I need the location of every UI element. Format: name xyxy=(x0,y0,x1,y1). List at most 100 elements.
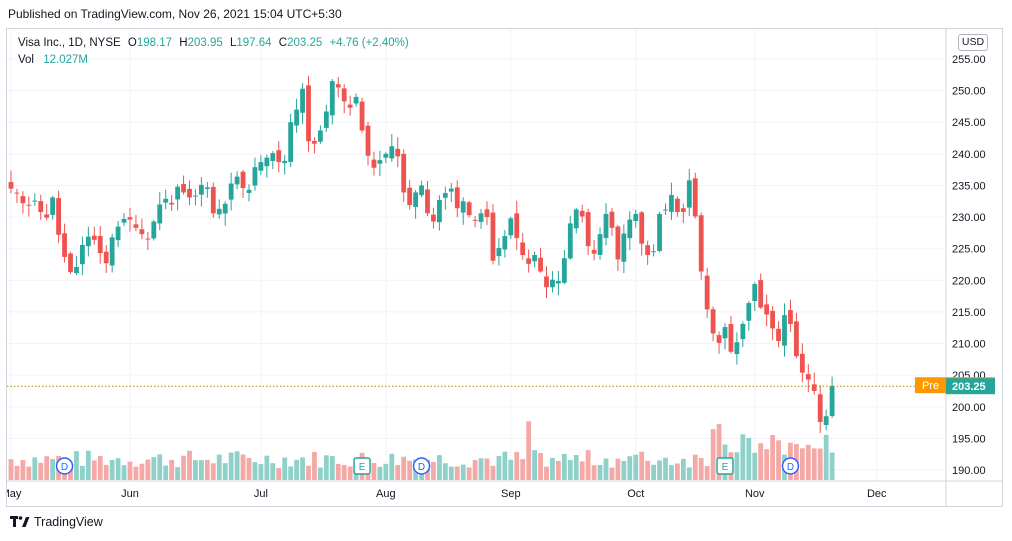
candle-body xyxy=(258,162,264,171)
candle-body xyxy=(157,204,163,224)
candle-body xyxy=(591,249,597,254)
chart-pane[interactable]: 190.00 195.00 200.00 205.00 210.00 215.00 220.… xyxy=(6,28,1003,507)
volume-bar xyxy=(758,443,764,480)
volume-bar xyxy=(448,466,454,480)
volume-bar xyxy=(538,453,543,480)
candle-body xyxy=(508,218,514,236)
volume-bar xyxy=(442,463,448,480)
candle-body xyxy=(97,235,103,254)
volume-bar xyxy=(151,457,157,480)
volume-bar xyxy=(431,461,436,480)
candle-body xyxy=(490,212,496,261)
volume-bar xyxy=(276,467,282,480)
volume-bar xyxy=(490,465,496,480)
candle-body xyxy=(752,284,758,301)
volume-bar xyxy=(97,455,103,480)
candle-body xyxy=(395,148,401,157)
candle-body xyxy=(478,213,484,222)
volume-bar xyxy=(484,458,490,480)
candle-body xyxy=(472,219,478,221)
candle-body xyxy=(615,226,621,260)
volume-label: Vol xyxy=(18,54,34,66)
volume-bar xyxy=(395,465,401,480)
volume-bar xyxy=(216,454,222,480)
volume-bar xyxy=(335,463,341,480)
volume-bar xyxy=(764,449,770,480)
volume-bar xyxy=(371,462,377,480)
close-value: 203.25 xyxy=(287,37,323,49)
candle-body xyxy=(234,176,240,185)
candle-body xyxy=(437,200,442,223)
volume-bar xyxy=(157,454,163,480)
candle-body xyxy=(532,255,537,262)
candle-body xyxy=(103,251,109,264)
candle-body xyxy=(651,251,656,253)
x-tick-label: Jun xyxy=(121,488,139,500)
volume-bar xyxy=(32,457,38,480)
volume-bar xyxy=(377,466,383,480)
candle-body xyxy=(782,315,787,346)
dividend-marker xyxy=(55,457,74,475)
volume-bar xyxy=(776,440,781,480)
candle-body xyxy=(14,192,20,194)
candle-body xyxy=(62,233,67,257)
volume-bar xyxy=(14,465,20,480)
published-timestamp: Published on TradingView.com, Nov 26, 20… xyxy=(8,7,342,21)
candle-body xyxy=(371,159,377,168)
volume-bar xyxy=(288,466,294,480)
volume-bar xyxy=(710,429,716,480)
candle-body xyxy=(413,192,418,207)
candle-body xyxy=(538,257,543,272)
dividend-marker xyxy=(412,457,431,475)
volume-bar xyxy=(145,459,151,480)
volume-bar xyxy=(139,463,145,480)
candle-body xyxy=(799,353,805,373)
volume-bar xyxy=(85,450,91,480)
candle-body xyxy=(550,279,555,288)
candle-body xyxy=(222,203,228,214)
x-tick-label: Aug xyxy=(376,488,396,500)
candle-body xyxy=(199,184,204,195)
volume-bar xyxy=(121,465,127,480)
y-tick-label: 225.00 xyxy=(952,244,986,256)
tradingview-footer[interactable]: TradingView xyxy=(10,515,103,529)
candle-body xyxy=(109,237,115,266)
volume-bar xyxy=(734,452,740,480)
candle-body xyxy=(288,122,294,162)
volume-bar xyxy=(615,458,621,480)
currency-button[interactable]: USD xyxy=(958,34,988,51)
volume-bar xyxy=(246,458,252,480)
candle-body xyxy=(74,267,79,274)
volume-value: 12.027M xyxy=(43,54,88,66)
close-label: C xyxy=(278,37,288,49)
volume-bar xyxy=(746,437,752,480)
x-tick-label: Jul xyxy=(254,488,268,500)
candle-body xyxy=(139,229,145,235)
pre-tag-badge xyxy=(915,377,946,394)
volume-bar xyxy=(550,458,555,480)
volume-bar xyxy=(204,459,210,480)
candle-body xyxy=(407,187,413,206)
candle-body xyxy=(805,374,811,380)
candle-body xyxy=(68,253,73,273)
candle-body xyxy=(573,209,579,229)
candle-body xyxy=(770,310,775,329)
candle-body xyxy=(496,248,502,257)
high-label: H xyxy=(179,37,188,49)
candle-body xyxy=(633,213,639,221)
volume-bar xyxy=(252,462,258,480)
candle-body xyxy=(710,309,716,334)
low-label: L xyxy=(229,37,237,49)
volume-bar xyxy=(437,455,442,480)
open-label: O xyxy=(127,37,137,49)
volume-bar xyxy=(294,459,299,480)
volume-bar xyxy=(38,462,44,480)
symbol-legend: Visa Inc., 1D, NYSE O198.17 H203.95 L197… xyxy=(18,35,409,69)
x-tick-label: Oct xyxy=(627,488,644,500)
candle-body xyxy=(276,150,282,163)
candle-body xyxy=(115,226,121,241)
candle-body xyxy=(811,384,817,391)
volume-bar xyxy=(817,448,823,480)
candlestick-chart[interactable]: 190.00195.00200.00205.00210.00215.00220.… xyxy=(7,29,1002,506)
volume-bar xyxy=(300,457,305,480)
